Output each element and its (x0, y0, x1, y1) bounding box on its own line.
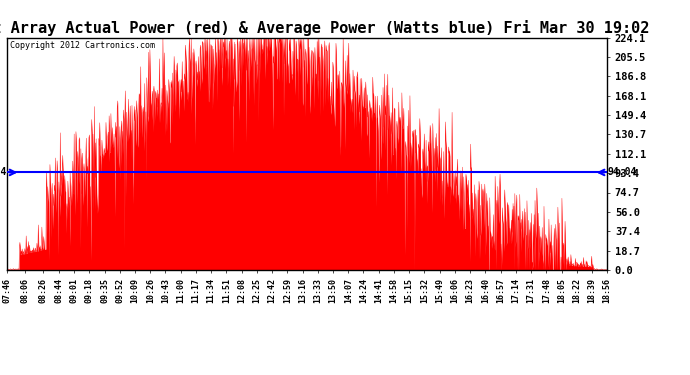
Text: 94.04: 94.04 (607, 167, 637, 177)
Text: Copyright 2012 Cartronics.com: Copyright 2012 Cartronics.com (10, 41, 155, 50)
Text: 94.04: 94.04 (0, 167, 7, 177)
Title: West Array Actual Power (red) & Average Power (Watts blue) Fri Mar 30 19:02: West Array Actual Power (red) & Average … (0, 20, 649, 36)
